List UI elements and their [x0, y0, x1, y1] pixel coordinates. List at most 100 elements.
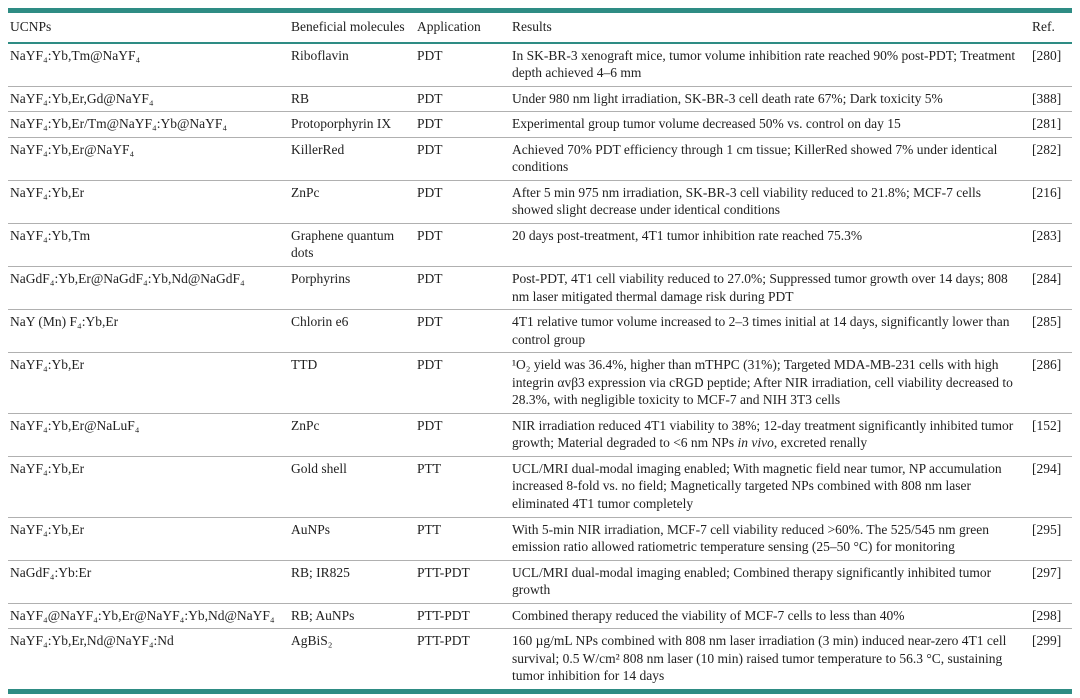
molecules-cell: Protoporphyrin IX — [291, 116, 392, 132]
application-cell: PTT-PDT — [417, 564, 470, 580]
molecules-cell: RB — [291, 90, 310, 106]
application-cell: PDT — [417, 271, 443, 287]
results-cell: Under 980 nm light irradiation, SK-BR-3 … — [512, 90, 943, 106]
results-cell: 160 µg/mL NPs combined with 808 nm laser… — [512, 633, 1007, 684]
ref-cell: [297] — [1032, 564, 1062, 580]
header-ref: Ref. — [1030, 10, 1072, 44]
application-cell: PDT — [417, 47, 443, 63]
ref-cell: [282] — [1032, 141, 1062, 157]
ucnp-cell: NaYF₄:Yb,Er — [10, 521, 85, 537]
header-beneficial-molecules: Beneficial molecules — [289, 10, 415, 44]
molecules-cell: ZnPc — [291, 184, 320, 200]
ucnp-cell: NaGdF₄:Yb,Er@NaGdF₄:Yb,Nd@NaGdF₄ — [10, 271, 245, 287]
ucnp-cell: NaGdF₄:Yb:Er — [10, 564, 92, 580]
table-header: UCNPs Beneficial molecules Application R… — [8, 10, 1072, 44]
results-cell: Combined therapy reduced the viability o… — [512, 607, 905, 623]
molecules-cell: RB; AuNPs — [291, 607, 355, 623]
header-application: Application — [415, 10, 510, 44]
ucnp-cell: NaYF₄:Yb,Er,Gd@NaYF₄ — [10, 90, 154, 106]
table-row: NaYF₄:Yb,Er@NaYF₄ KillerRed PDT Achieved… — [8, 137, 1072, 180]
table-row: NaYF₄:Yb,Er Gold shell PTT UCL/MRI dual-… — [8, 456, 1072, 517]
application-cell: PDT — [417, 417, 443, 433]
ucnp-cell: NaY (Mn) F₄:Yb,Er — [10, 314, 119, 330]
ucnp-cell: NaYF₄:Yb,Er@NaYF₄ — [10, 141, 135, 157]
application-cell: PDT — [417, 184, 443, 200]
table-row: NaGdF₄:Yb,Er@NaGdF₄:Yb,Nd@NaGdF₄ Porphyr… — [8, 266, 1072, 310]
molecules-cell: AuNPs — [291, 521, 331, 537]
results-cell: Post-PDT, 4T1 cell viability reduced to … — [512, 271, 1008, 304]
ref-cell: [281] — [1032, 116, 1062, 132]
ucnp-cell: NaYF₄:Yb,Er — [10, 184, 85, 200]
application-cell: PDT — [417, 90, 443, 106]
table-row: NaYF₄:Yb,Er ZnPc PDT After 5 min 975 nm … — [8, 180, 1072, 223]
header-row: UCNPs Beneficial molecules Application R… — [8, 10, 1072, 44]
table-row: NaYF₄:Yb,Er,Nd@NaYF₄:Nd AgBiS₂ PTT-PDT 1… — [8, 628, 1072, 692]
ucnp-cell: NaYF₄:Yb,Er — [10, 357, 85, 373]
table-row: NaGdF₄:Yb:Er RB; IR825 PTT-PDT UCL/MRI d… — [8, 560, 1072, 603]
application-cell: PTT-PDT — [417, 607, 470, 623]
ref-cell: [285] — [1032, 314, 1062, 330]
ucnp-therapy-table: UCNPs Beneficial molecules Application R… — [8, 8, 1072, 694]
results-cell: UCL/MRI dual-modal imaging enabled; With… — [512, 460, 1002, 512]
results-cell: 4T1 relative tumor volume increased to 2… — [512, 314, 1010, 347]
results-cell: Experimental group tumor volume decrease… — [512, 116, 901, 132]
molecules-cell: ZnPc — [291, 417, 320, 433]
ref-cell: [286] — [1032, 357, 1062, 373]
table-row: NaYF₄:Yb,Tm Graphene quantum dots PDT 20… — [8, 223, 1072, 266]
ucnp-cell: NaYF₄:Yb,Tm@NaYF₄ — [10, 47, 141, 63]
table-row: NaYF₄:Yb,Er,Gd@NaYF₄ RB PDT Under 980 nm… — [8, 86, 1072, 112]
ref-cell: [216] — [1032, 184, 1062, 200]
application-cell: PDT — [417, 227, 443, 243]
table-row: NaYF₄:Yb,Er AuNPs PTT With 5-min NIR irr… — [8, 517, 1072, 560]
molecules-cell: Graphene quantum dots — [291, 227, 395, 261]
molecules-cell: Chlorin e6 — [291, 314, 349, 330]
ref-cell: [388] — [1032, 90, 1062, 106]
molecules-cell: Gold shell — [291, 460, 347, 476]
molecules-cell: AgBiS₂ — [291, 633, 333, 649]
application-cell: PDT — [417, 116, 443, 132]
results-cell: After 5 min 975 nm irradiation, SK-BR-3 … — [512, 184, 982, 218]
ref-cell: [284] — [1032, 271, 1062, 287]
ref-cell: [152] — [1032, 417, 1062, 433]
ucnp-cell: NaYF₄:Yb,Tm — [10, 227, 91, 243]
ref-cell: [299] — [1032, 633, 1062, 649]
application-cell: PTT — [417, 460, 442, 476]
results-cell: In SK-BR-3 xenograft mice, tumor volume … — [512, 47, 1016, 81]
ref-cell: [295] — [1032, 521, 1062, 537]
results-cell: With 5-min NIR irradiation, MCF-7 cell v… — [512, 521, 989, 555]
ref-cell: [298] — [1032, 607, 1062, 623]
results-cell: Achieved 70% PDT efficiency through 1 cm… — [512, 141, 998, 175]
table-body: NaYF₄:Yb,Tm@NaYF₄ Riboflavin PDT In SK-B… — [8, 42, 1072, 692]
ucnp-cell: NaYF₄:Yb,Er,Nd@NaYF₄:Nd — [10, 633, 174, 649]
application-cell: PDT — [417, 141, 443, 157]
table-row: NaY (Mn) F₄:Yb,Er Chlorin e6 PDT 4T1 rel… — [8, 309, 1072, 353]
ucnp-cell: NaYF₄@NaYF₄:Yb,Er@NaYF₄:Yb,Nd@NaYF₄ — [10, 607, 275, 623]
results-italic-text: in vivo — [737, 435, 774, 451]
results-text: NIR irradiation reduced 4T1 viability to… — [512, 417, 1014, 451]
header-results: Results — [510, 10, 1030, 44]
application-cell: PDT — [417, 314, 443, 330]
ucnp-cell: NaYF₄:Yb,Er@NaLuF₄ — [10, 417, 140, 433]
molecules-cell: Riboflavin — [291, 47, 349, 63]
results-cell: 20 days post-treatment, 4T1 tumor inhibi… — [512, 227, 863, 243]
application-cell: PDT — [417, 357, 443, 373]
molecules-cell: KillerRed — [291, 141, 345, 157]
molecules-cell: RB; IR825 — [291, 564, 350, 580]
molecules-cell: TTD — [291, 357, 318, 373]
application-cell: PTT-PDT — [417, 633, 470, 649]
application-cell: PTT — [417, 521, 442, 537]
table-row: NaYF₄:Yb,Tm@NaYF₄ Riboflavin PDT In SK-B… — [8, 42, 1072, 87]
molecules-cell: Porphyrins — [291, 271, 351, 287]
ucnp-cell: NaYF₄:Yb,Er — [10, 460, 85, 476]
table-row: NaYF₄:Yb,Er TTD PDT ¹O₂ yield was 36.4%,… — [8, 352, 1072, 414]
ref-cell: [283] — [1032, 227, 1062, 243]
results-cell: ¹O₂ yield was 36.4%, higher than mTHPC (… — [512, 357, 1013, 408]
table-row: NaYF₄:Yb,Er@NaLuF₄ ZnPc PDT NIR irradiat… — [8, 413, 1072, 456]
header-ucnps: UCNPs — [8, 10, 289, 44]
ucnp-cell: NaYF₄:Yb,Er/Tm@NaYF₄:Yb@NaYF₄ — [10, 116, 228, 132]
ref-cell: [294] — [1032, 460, 1062, 476]
table-row: NaYF₄:Yb,Er/Tm@NaYF₄:Yb@NaYF₄ Protoporph… — [8, 111, 1072, 138]
table-row: NaYF₄@NaYF₄:Yb,Er@NaYF₄:Yb,Nd@NaYF₄ RB; … — [8, 603, 1072, 629]
ref-cell: [280] — [1032, 47, 1062, 63]
